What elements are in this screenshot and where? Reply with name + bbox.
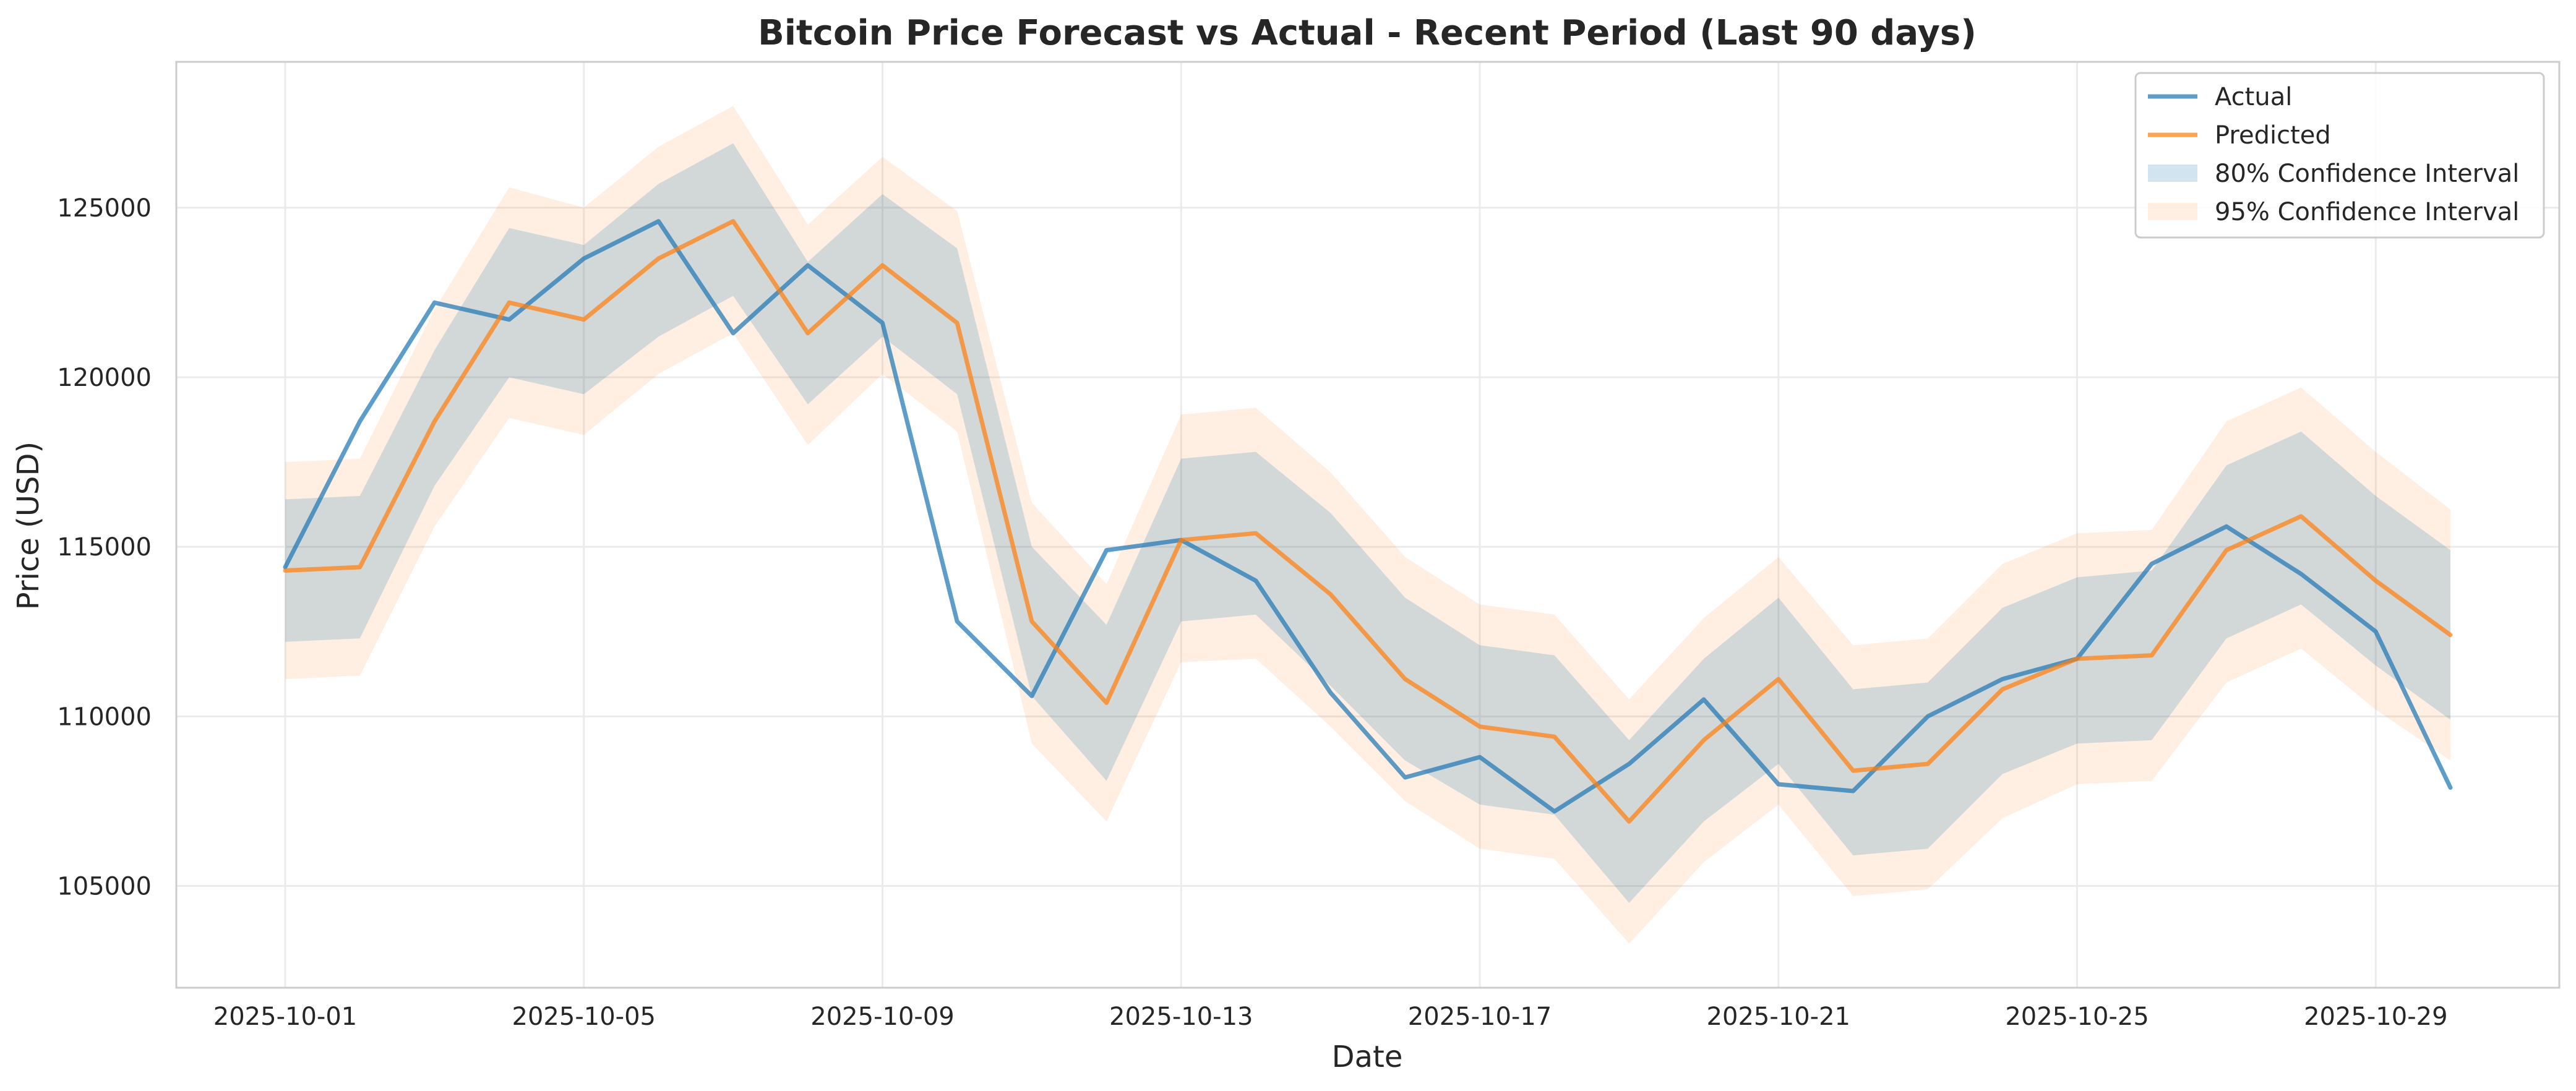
- y-tick-label: 120000: [57, 364, 152, 392]
- legend-label: 80% Confidence Interval: [2215, 160, 2519, 188]
- band-80-confidence: [285, 143, 2450, 903]
- x-tick-label: 2025-10-25: [2005, 1003, 2149, 1031]
- x-tick-label: 2025-10-17: [1408, 1003, 1552, 1031]
- y-tick-label: 115000: [57, 533, 152, 562]
- y-axis-label: Price (USD): [11, 442, 46, 610]
- series-lines: [283, 219, 2453, 824]
- legend-swatch: [2148, 203, 2197, 220]
- legend-label: Predicted: [2215, 121, 2331, 150]
- x-axis-ticks: 2025-10-01 2025-10-05 2025-10-09 2025-10-13…: [213, 1003, 2448, 1031]
- y-axis-ticks: 105000 110000 115000 120000 125000: [57, 194, 152, 901]
- legend: Actual Predicted 80% Confidence Interval 95…: [2134, 72, 2545, 239]
- x-tick-label: 2025-10-13: [1109, 1003, 1253, 1031]
- plot-frame: [175, 61, 2561, 989]
- chart-title: Bitcoin Price Forecast vs Actual - Recen…: [758, 13, 1977, 53]
- legend-box: [2134, 72, 2545, 239]
- legend-label: Actual: [2215, 83, 2292, 111]
- x-axis-label: Date: [1332, 1040, 1403, 1074]
- legend-label: 95% Confidence Interval: [2215, 198, 2519, 226]
- x-tick-label: 2025-10-01: [213, 1003, 357, 1031]
- grid: [176, 62, 2559, 988]
- series-line-predicted: [283, 219, 2453, 824]
- y-tick-label: 110000: [57, 703, 152, 731]
- x-tick-label: 2025-10-09: [810, 1003, 954, 1031]
- legend-swatch: [2148, 165, 2197, 182]
- y-tick-label: 125000: [57, 194, 152, 223]
- x-tick-label: 2025-10-21: [1707, 1003, 1850, 1031]
- y-tick-label: 105000: [57, 872, 152, 901]
- x-tick-label: 2025-10-05: [512, 1003, 656, 1031]
- x-tick-label: 2025-10-29: [2304, 1003, 2447, 1031]
- series-line-actual: [283, 219, 2453, 814]
